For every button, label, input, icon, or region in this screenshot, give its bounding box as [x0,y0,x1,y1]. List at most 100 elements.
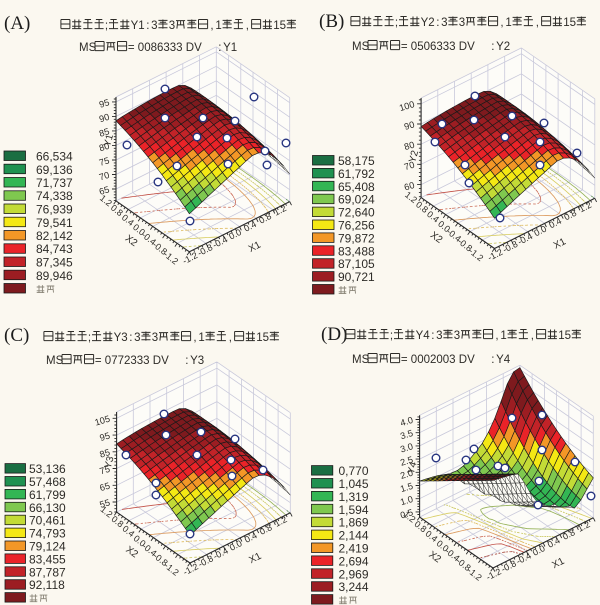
svg-text:,: , [246,20,249,32]
svg-text:2,694: 2,694 [339,554,369,568]
svg-text:15: 15 [558,330,571,342]
svg-text:4.0: 4.0 [399,415,414,428]
svg-text:0,770: 0,770 [339,464,369,478]
svg-text:72,640: 72,640 [338,206,375,220]
svg-text:2,969: 2,969 [339,567,369,581]
svg-text:3,244: 3,244 [339,580,369,594]
svg-text:66,130: 66,130 [29,501,66,515]
svg-text:95: 95 [98,430,111,443]
svg-text:58,175: 58,175 [338,154,375,168]
svg-text:60: 60 [403,180,416,193]
svg-text:85: 85 [98,126,111,139]
svg-text:1,594: 1,594 [339,503,369,517]
svg-text:,: , [193,332,196,344]
svg-text:= 0002003 DV: = 0002003 DV [401,354,475,366]
svg-text:MS: MS [46,355,64,367]
svg-text:;: ; [105,20,108,32]
svg-text:Y4: Y4 [496,354,511,366]
svg-text:3: 3 [459,17,465,29]
svg-text::: : [185,355,188,367]
svg-text:92,118: 92,118 [29,578,65,592]
svg-text:1: 1 [500,330,506,342]
svg-text:90: 90 [403,119,416,132]
svg-text::: : [431,330,434,342]
svg-text:76,256: 76,256 [338,219,375,233]
svg-text:,: , [500,17,503,29]
svg-text:87,345: 87,345 [36,256,73,270]
svg-text:15: 15 [256,332,269,344]
svg-text:MS: MS [352,354,370,366]
svg-text:65: 65 [98,481,111,494]
svg-text:,: , [495,330,498,342]
svg-text:;: ; [390,330,393,342]
svg-text:87,787: 87,787 [29,565,66,579]
svg-text::: : [218,42,221,54]
svg-text:3: 3 [441,17,447,29]
svg-text:69,136: 69,136 [36,163,73,177]
svg-text:15: 15 [563,17,576,29]
svg-text:Y4: Y4 [416,330,431,342]
svg-text:80: 80 [403,140,416,153]
svg-text:61,792: 61,792 [338,167,375,181]
svg-text:76,939: 76,939 [36,203,73,217]
svg-text:66,534: 66,534 [36,150,73,164]
svg-text:3: 3 [454,330,460,342]
svg-text:79,124: 79,124 [29,540,66,554]
svg-text:Y1: Y1 [102,133,116,148]
svg-text:83,455: 83,455 [29,552,66,566]
svg-text:Y3: Y3 [190,355,204,367]
svg-text:105: 105 [94,414,112,428]
svg-text:X1: X1 [247,239,263,255]
svg-text:Y4: Y4 [406,460,420,475]
svg-text:69,024: 69,024 [338,193,375,207]
svg-text:(D): (D) [321,324,347,345]
svg-text:87,105: 87,105 [338,257,375,271]
svg-text:(B): (B) [319,11,344,32]
svg-text:1: 1 [198,332,204,344]
svg-text:2,419: 2,419 [339,542,369,556]
svg-text:57,468: 57,468 [29,475,66,489]
svg-text:3: 3 [436,330,442,342]
svg-text:Y2: Y2 [421,17,435,29]
svg-text:,: , [536,17,539,29]
svg-text:;: ; [88,332,91,344]
svg-text::: : [146,20,149,32]
svg-text:70: 70 [403,160,416,173]
svg-text:74,793: 74,793 [29,527,66,541]
svg-text:2.0: 2.0 [399,468,414,481]
svg-text:70: 70 [98,170,111,183]
svg-text:65,408: 65,408 [338,180,375,194]
svg-text:79,541: 79,541 [36,216,73,230]
svg-text:,: , [531,330,534,342]
svg-text:,: , [229,332,232,344]
svg-text:84,743: 84,743 [36,242,73,256]
svg-text:90,721: 90,721 [338,270,375,284]
svg-text:1: 1 [215,20,221,32]
svg-text:82,142: 82,142 [36,229,73,243]
svg-text:1,869: 1,869 [339,516,369,530]
svg-text:2,144: 2,144 [339,529,369,543]
svg-text:0.5: 0.5 [399,507,414,520]
svg-text:3: 3 [169,20,175,32]
svg-text:3: 3 [134,332,140,344]
svg-text:X1: X1 [552,236,568,252]
svg-text:Y2: Y2 [496,41,510,53]
svg-text:1.5: 1.5 [399,481,414,494]
svg-text:3: 3 [151,20,157,32]
svg-text::: : [129,332,132,344]
svg-text:X1: X1 [247,551,263,567]
svg-text::: : [491,41,494,53]
svg-text:(C): (C) [4,325,29,346]
svg-text::: : [491,354,494,366]
svg-text:1,045: 1,045 [339,477,369,491]
svg-text:65: 65 [98,184,111,197]
svg-text:75: 75 [98,155,111,168]
svg-text:= 0506333 DV: = 0506333 DV [401,41,475,53]
svg-text:100: 100 [398,99,416,113]
svg-text:;: ; [395,17,398,29]
svg-text:53,136: 53,136 [29,462,66,476]
svg-text:80: 80 [98,141,111,154]
svg-text:,: , [210,20,213,32]
svg-text:55: 55 [98,497,111,510]
svg-text:3: 3 [152,332,158,344]
